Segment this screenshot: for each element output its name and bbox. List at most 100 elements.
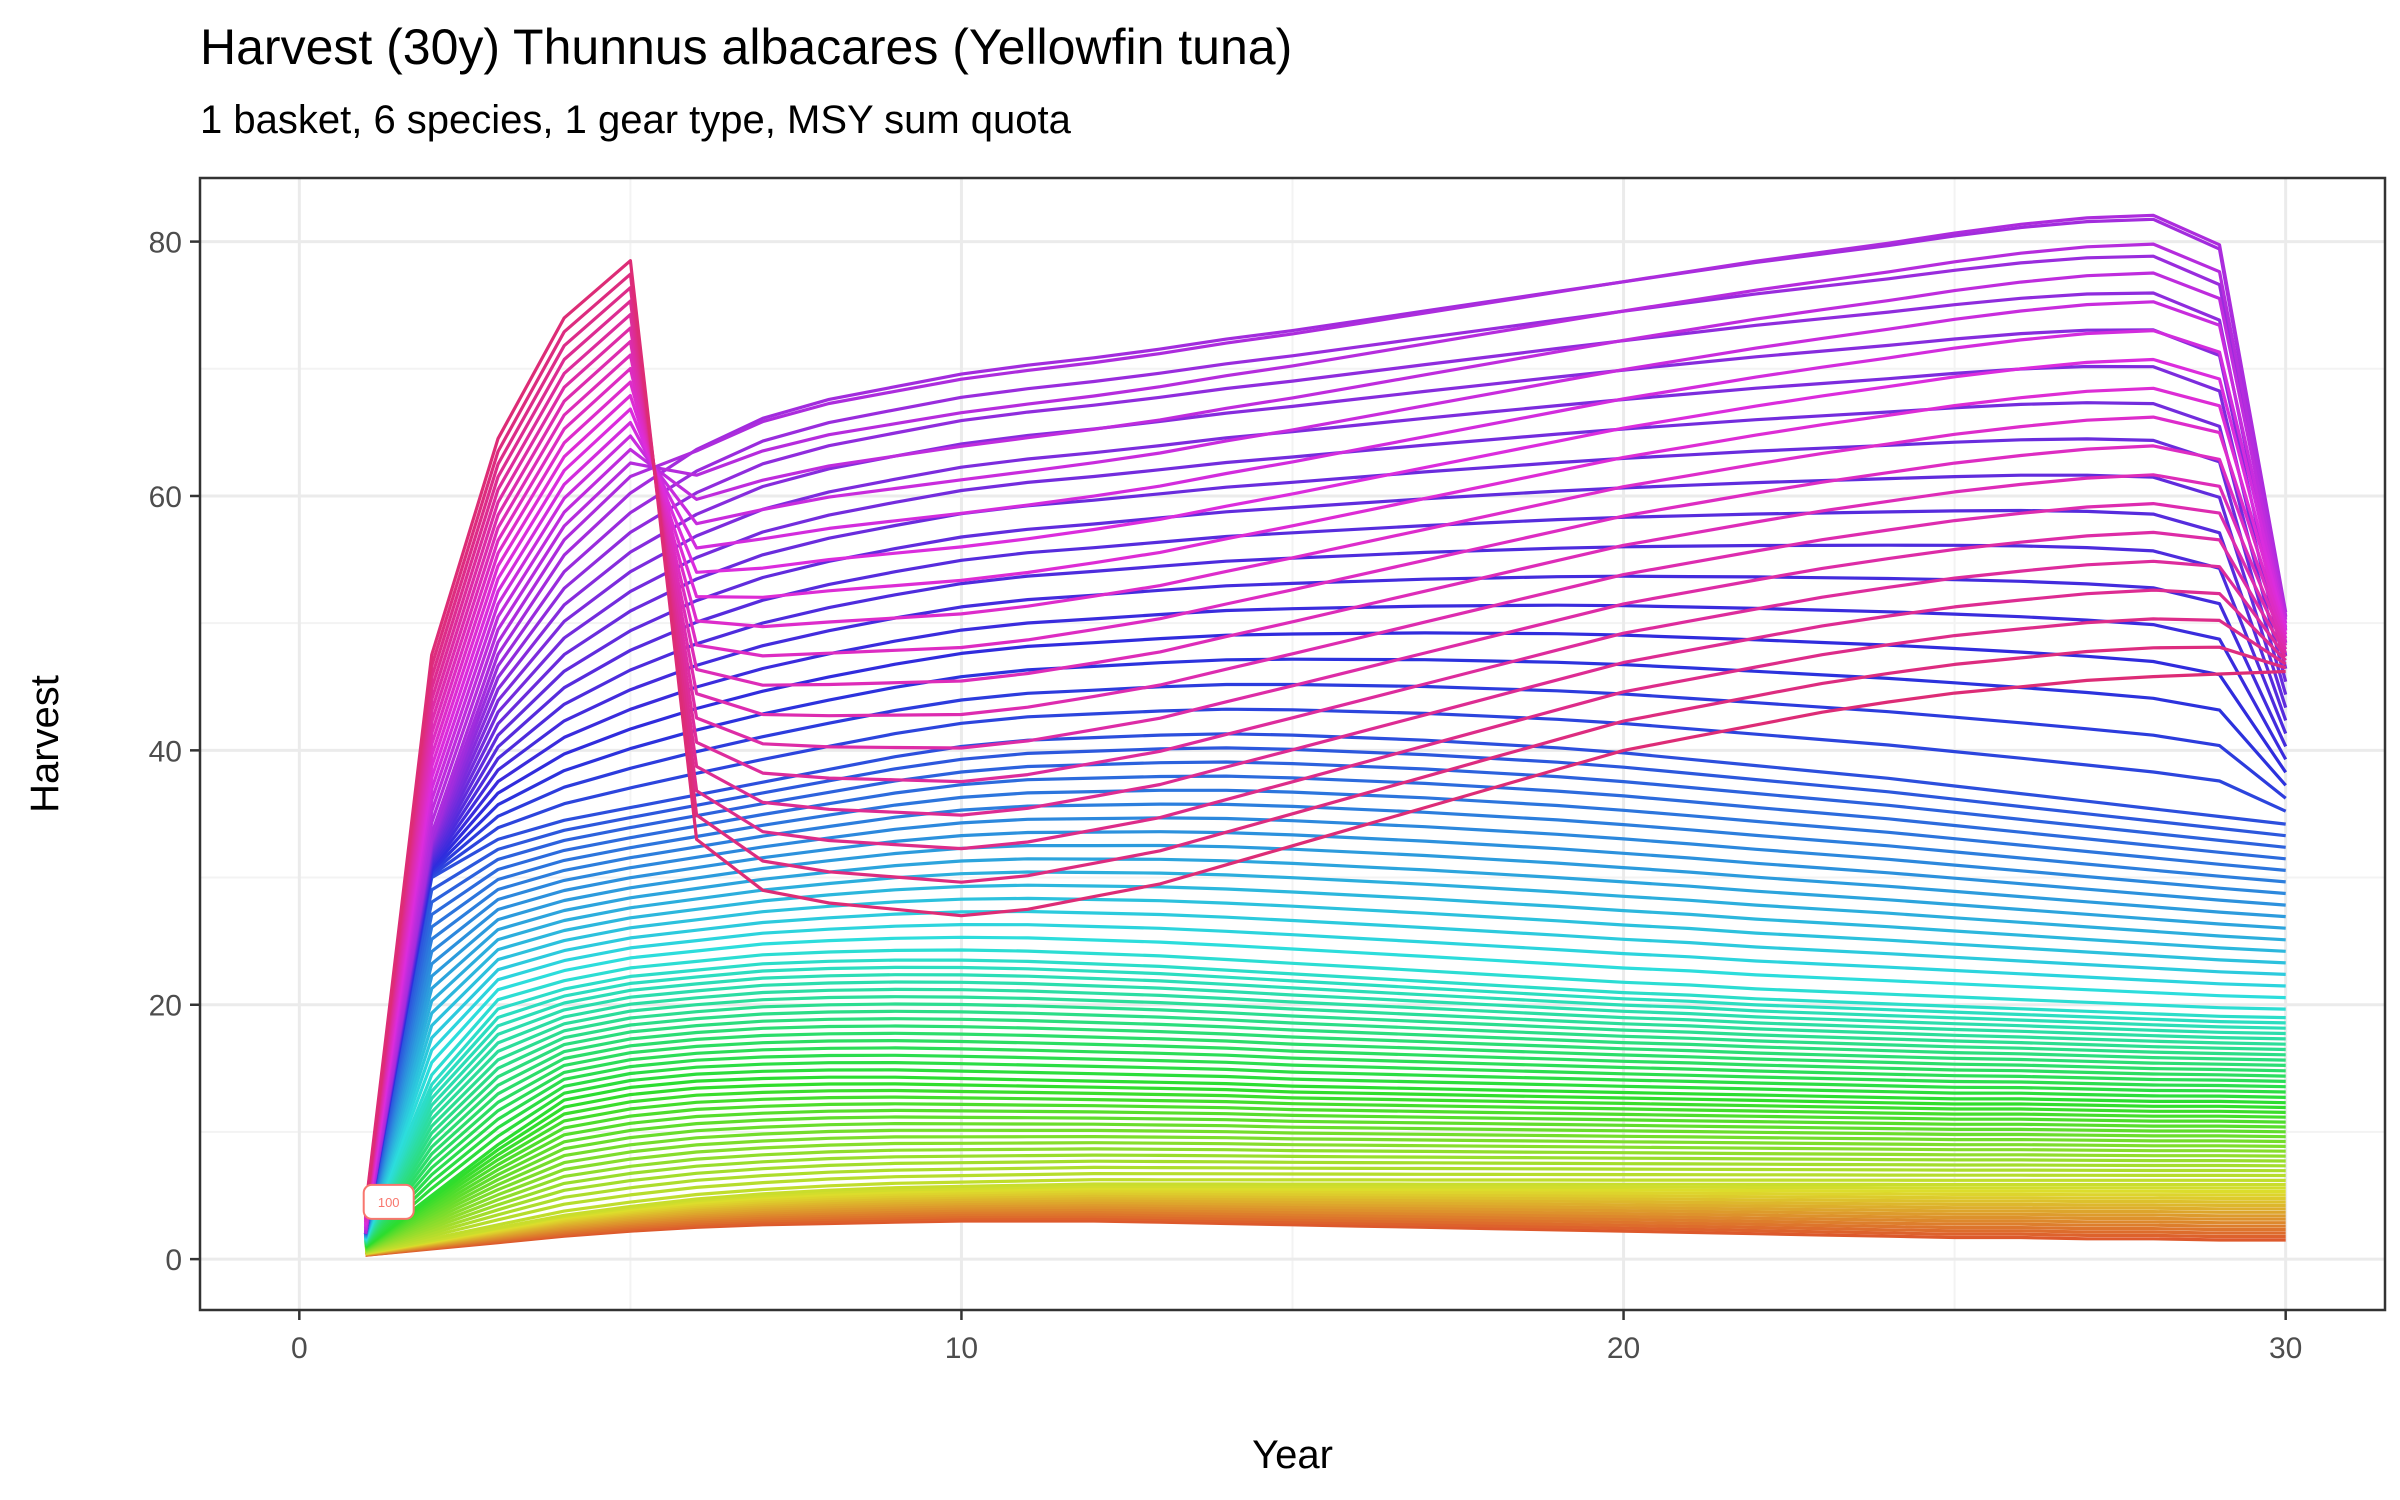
series-line (363, 259, 2286, 1209)
y-tick-label: 0 (165, 1244, 182, 1277)
y-axis-title: Harvest (23, 675, 67, 813)
series-line (363, 272, 2287, 1210)
series-lines (363, 213, 2288, 1257)
series-line (363, 357, 2288, 1226)
series-line (364, 965, 2286, 1242)
series-line (364, 980, 2286, 1243)
series-line (363, 922, 2286, 1240)
series-line (365, 1184, 2286, 1255)
chart-subtitle: 1 basket, 6 species, 1 gear type, MSY su… (200, 98, 1071, 142)
series-line (363, 329, 2288, 1227)
series-line (365, 1200, 2286, 1256)
series-line (363, 774, 2286, 1236)
series-line (363, 896, 2286, 1239)
series-line (363, 843, 2286, 1238)
series-line (364, 1053, 2286, 1247)
series-line (364, 1068, 2286, 1248)
series-line (363, 870, 2286, 1238)
series-line (363, 254, 2288, 1234)
series-line (365, 1217, 2286, 1257)
series-line (363, 291, 2288, 1234)
label-box-rect (362, 1183, 415, 1220)
series-line (365, 1171, 2286, 1254)
series-line (363, 857, 2286, 1238)
series-line (365, 1196, 2286, 1256)
series-line (363, 746, 2286, 1235)
series-line (364, 935, 2286, 1241)
plot-panel-border (198, 176, 2387, 1312)
series-line (364, 948, 2286, 1241)
series-line (365, 1186, 2286, 1255)
y-tick-label: 60 (149, 481, 182, 514)
series-line (363, 326, 2288, 1217)
series-line (365, 1198, 2286, 1256)
series-line (365, 1212, 2286, 1257)
axis-ticks: 0 10 20 30 0 20 40 60 80 (149, 227, 2303, 1365)
x-tick-label: 20 (1607, 1332, 1640, 1365)
x-tick-label: 10 (945, 1332, 978, 1365)
series-line (364, 1147, 2286, 1253)
x-tick-label: 0 (291, 1332, 308, 1365)
label-box-text: 100 (378, 1195, 400, 1210)
series-line (364, 995, 2286, 1243)
series-line (363, 760, 2286, 1235)
series-line (364, 973, 2286, 1242)
series-line (364, 1075, 2286, 1248)
series-line (364, 1017, 2286, 1245)
series-line (363, 353, 2288, 1220)
series-line (364, 1108, 2286, 1250)
series-line (363, 242, 2288, 1232)
series-line (364, 1095, 2286, 1249)
series-line (365, 1210, 2286, 1257)
series-line (364, 1031, 2286, 1246)
series-line (363, 732, 2286, 1234)
series-line (364, 1153, 2286, 1253)
series-line (364, 1121, 2286, 1251)
series-line (365, 1203, 2286, 1256)
series-line (364, 1088, 2286, 1249)
label-box: 100 (362, 1183, 415, 1220)
series-line (365, 1182, 2286, 1255)
series-line (363, 788, 2286, 1236)
series-line (364, 1128, 2286, 1251)
series-line (363, 271, 2288, 1231)
series-line (363, 340, 2288, 1218)
x-tick-label: 30 (2269, 1332, 2302, 1365)
series-line (363, 909, 2286, 1240)
series-line (365, 1191, 2286, 1256)
series-line (363, 816, 2286, 1237)
series-line (364, 987, 2286, 1243)
series-line (363, 883, 2286, 1239)
series-line (363, 299, 2287, 1214)
y-tick-label: 40 (149, 735, 182, 768)
series-line (363, 802, 2286, 1236)
series-line (365, 1207, 2286, 1257)
series-line (363, 286, 2287, 1212)
y-tick-label: 20 (149, 990, 182, 1023)
series-line (365, 1214, 2286, 1257)
series-line (365, 1189, 2286, 1255)
x-axis-title: Year (1252, 1433, 1333, 1477)
series-line (363, 386, 2288, 1224)
series-line (363, 380, 2288, 1223)
y-tick-label: 80 (149, 227, 182, 260)
series-line (364, 1115, 2286, 1251)
series-line (364, 1002, 2286, 1244)
series-line (365, 1205, 2286, 1256)
series-line (364, 1060, 2286, 1247)
series-line (363, 328, 2288, 1234)
series-line (365, 1159, 2286, 1253)
series-line (364, 1134, 2286, 1252)
chart-title: Harvest (30y) Thunnus albacares (Yellowf… (200, 19, 1293, 75)
series-line (364, 1046, 2286, 1246)
series-line (363, 213, 2288, 1234)
series-line (364, 1024, 2286, 1245)
series-line (363, 367, 2288, 1221)
series-line (363, 300, 2288, 1229)
series-line (364, 1082, 2286, 1249)
series-line (365, 1178, 2286, 1255)
series-line (363, 313, 2287, 1215)
series-line (364, 1038, 2286, 1246)
series-line (365, 1219, 2286, 1257)
